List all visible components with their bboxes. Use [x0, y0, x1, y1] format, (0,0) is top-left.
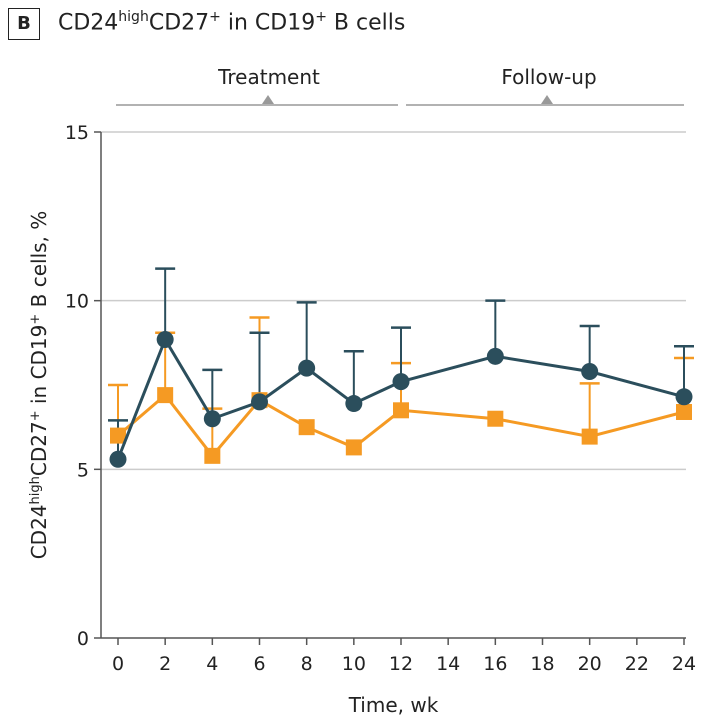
x-tick-label: 8 — [301, 653, 313, 675]
data-point — [487, 410, 504, 427]
x-axis-label: Time, wk — [348, 693, 439, 717]
data-point — [581, 363, 599, 381]
data-point — [298, 359, 316, 377]
data-point — [157, 387, 174, 404]
y-axis-label: CD24highCD27+ in CD19+ B cells, % — [27, 211, 51, 560]
y-tick-label: 5 — [77, 459, 89, 481]
phase-label: Treatment — [217, 65, 320, 89]
y-tick-label: 15 — [65, 122, 89, 144]
x-tick-label: 24 — [672, 653, 696, 675]
x-tick-label: 12 — [389, 653, 413, 675]
data-point — [486, 347, 504, 365]
phase-label: Follow-up — [501, 65, 596, 89]
data-point — [345, 395, 363, 413]
x-tick-label: 14 — [436, 653, 460, 675]
series-line — [116, 336, 685, 460]
data-point — [676, 403, 692, 420]
data-point — [110, 427, 126, 444]
phase-marker — [262, 95, 274, 104]
data-point — [675, 388, 693, 406]
panel-label: B — [8, 8, 40, 40]
series-line — [117, 392, 685, 459]
data-point — [393, 402, 409, 419]
x-tick-label: 6 — [253, 653, 265, 675]
y-tick-label: 10 — [65, 291, 89, 313]
chart-title: CD24highCD27+ in CD19+ B cells — [58, 9, 406, 36]
x-tick-label: 20 — [578, 653, 602, 675]
phase-marker — [541, 95, 553, 104]
y-tick-label: 0 — [77, 628, 89, 650]
data-point — [109, 450, 127, 468]
data-point — [581, 428, 598, 445]
x-tick-label: 10 — [342, 653, 366, 675]
x-tick-label: 22 — [625, 653, 649, 675]
data-point — [298, 419, 315, 436]
x-tick-label: 4 — [206, 653, 218, 675]
data-point — [392, 373, 410, 391]
x-tick-label: 0 — [112, 653, 124, 675]
x-tick-label: 18 — [530, 653, 554, 675]
data-point — [203, 410, 221, 428]
data-point — [156, 330, 174, 348]
x-tick-label: 2 — [159, 653, 171, 675]
data-point — [204, 447, 221, 464]
x-tick-label: 16 — [483, 653, 507, 675]
data-point — [251, 393, 268, 411]
data-point — [345, 439, 362, 456]
